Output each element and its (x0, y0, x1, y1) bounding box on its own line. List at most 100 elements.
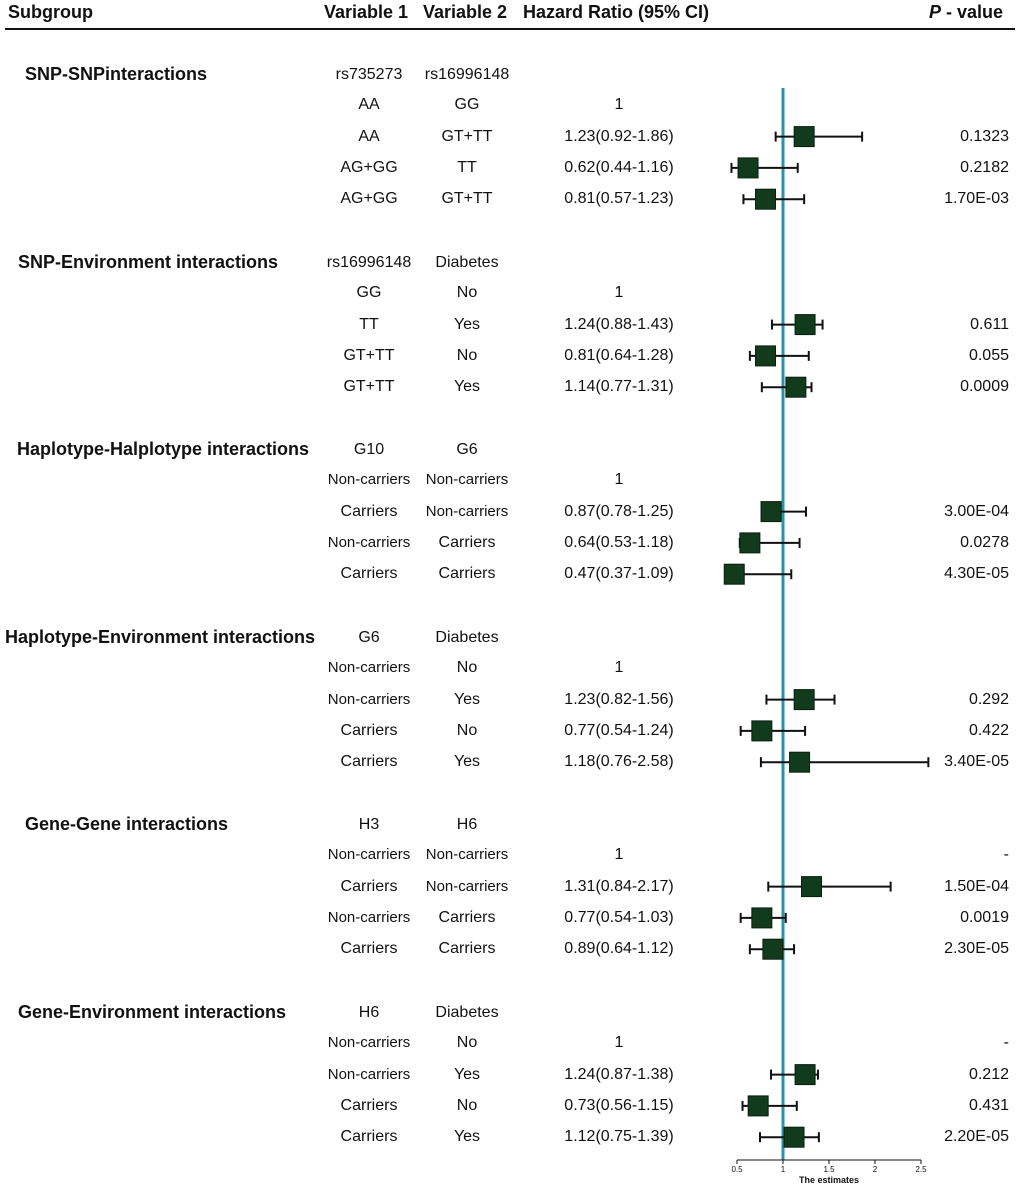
row-variable-1: TT (359, 315, 379, 333)
row-variable-2: Non-carriers (425, 877, 509, 895)
row-variable-2: Non-carriers (425, 502, 509, 520)
hr-marker (783, 1126, 805, 1148)
row-p-value: - (1003, 1034, 1009, 1052)
row-hazard-ratio: 0.62(0.44-1.16) (564, 158, 674, 176)
header-variable-1: Variable 1 (324, 2, 409, 22)
row-variable-1: Carriers (340, 721, 398, 739)
group-variable-2: Diabetes (435, 1004, 499, 1021)
x-tick-label: 2.5 (915, 1165, 927, 1174)
row-variable-1: Non-carriers (327, 690, 411, 708)
header-hazard-ratio: Hazard Ratio (95% CI) (523, 2, 710, 22)
row-variable-1: AG+GG (340, 158, 398, 176)
row-variable-2: No (456, 721, 478, 739)
row-variable-2: Carriers (438, 940, 496, 958)
hr-marker (794, 314, 816, 336)
row-variable-1: AA (358, 127, 380, 145)
row-p-value: 0.422 (968, 721, 1009, 739)
row-variable-2: GT+TT (441, 127, 493, 145)
row-hazard-ratio: 1 (614, 96, 624, 114)
row-variable-2: No (456, 1096, 478, 1114)
row-p-value: - (1003, 846, 1009, 864)
row-p-value: 3.40E-05 (944, 753, 1009, 771)
hr-marker (760, 501, 782, 523)
hr-marker (739, 532, 761, 554)
row-variable-1: Carriers (340, 1096, 398, 1114)
row-variable-1: Non-carriers (327, 659, 411, 677)
row-variable-2: Carriers (438, 533, 496, 551)
row-p-value: 0.431 (968, 1096, 1009, 1114)
row-variable-1: AA (358, 96, 380, 114)
x-axis-label: The estimates (799, 1175, 859, 1185)
row-hazard-ratio: 0.87(0.78-1.25) (564, 502, 674, 520)
row-variable-1: Non-carriers (327, 846, 411, 864)
row-variable-1: GT+TT (343, 378, 395, 396)
row-variable-1: Non-carriers (327, 471, 411, 489)
group-title: Gene-Gene interactions (25, 814, 229, 834)
row-variable-1: Carriers (340, 877, 398, 895)
header-p-letter: P (929, 2, 942, 22)
row-hazard-ratio: 0.73(0.56-1.15) (564, 1096, 674, 1114)
row-variable-1: Carriers (340, 940, 398, 958)
row-p-value: 0.0019 (960, 908, 1009, 926)
hr-marker (755, 345, 777, 367)
x-tick-label: 2 (873, 1165, 878, 1174)
row-variable-2: No (456, 346, 478, 364)
hr-marker (747, 1095, 769, 1117)
hr-marker (793, 689, 815, 711)
row-p-value: 0.2182 (960, 158, 1009, 176)
hr-marker (801, 876, 823, 898)
row-variable-1: Non-carriers (327, 908, 411, 926)
row-p-value: 0.055 (968, 346, 1009, 364)
row-hazard-ratio: 1 (614, 284, 624, 302)
row-variable-1: Carriers (340, 1128, 398, 1146)
hr-marker (762, 938, 784, 960)
row-p-value: 0.0278 (960, 533, 1009, 551)
header-variable-2: Variable 2 (423, 2, 508, 22)
row-p-value: 1.50E-04 (944, 877, 1009, 895)
row-variable-1: Non-carriers (327, 1034, 411, 1052)
row-variable-1: Carriers (340, 753, 398, 771)
group-variable-1: G6 (358, 629, 380, 646)
row-variable-2: GT+TT (441, 190, 493, 208)
group-variable-1: G10 (353, 441, 385, 458)
row-hazard-ratio: 1.31(0.84-2.17) (564, 877, 674, 895)
hr-marker (794, 1064, 816, 1086)
row-p-value: 0.212 (968, 1065, 1009, 1083)
row-variable-1: Carriers (340, 502, 398, 520)
group-title: SNP-SNPinteractions (25, 64, 208, 84)
row-hazard-ratio: 1.24(0.88-1.43) (564, 315, 674, 333)
row-hazard-ratio: 1.14(0.77-1.31) (564, 378, 674, 396)
row-p-value: 0.292 (968, 690, 1009, 708)
row-variable-2: Yes (453, 690, 481, 708)
row-hazard-ratio: 0.47(0.37-1.09) (564, 565, 674, 583)
row-variable-2: Yes (453, 1065, 481, 1083)
row-variable-1: Non-carriers (327, 1065, 411, 1083)
header-p-suffix: - value (941, 2, 1004, 22)
row-hazard-ratio: 0.89(0.64-1.12) (564, 940, 674, 958)
row-hazard-ratio: 0.81(0.64-1.28) (564, 346, 674, 364)
group-variable-1: rs16996148 (326, 254, 412, 271)
hr-marker (793, 126, 815, 148)
row-p-value: 2.30E-05 (944, 940, 1009, 958)
row-variable-2: TT (457, 158, 477, 176)
row-variable-2: No (456, 284, 478, 302)
row-p-value: 2.20E-05 (944, 1128, 1009, 1146)
group-variable-2: G6 (456, 441, 478, 458)
hr-marker (785, 376, 807, 398)
row-hazard-ratio: 1.18(0.76-2.58) (564, 753, 674, 771)
hr-marker (789, 751, 811, 773)
hr-marker (751, 720, 773, 742)
group-title: Haplotype-Environment interactions (5, 627, 316, 647)
row-variable-1: GT+TT (343, 346, 395, 364)
x-tick-label: 1 (781, 1165, 786, 1174)
hr-marker (737, 157, 759, 179)
group-title: Haplotype-Halplotype interactions (17, 439, 310, 459)
row-variable-1: Carriers (340, 565, 398, 583)
row-hazard-ratio: 0.81(0.57-1.23) (564, 190, 674, 208)
group-variable-1: H3 (358, 816, 380, 833)
row-hazard-ratio: 0.77(0.54-1.24) (564, 721, 674, 739)
group-variable-2: H6 (456, 816, 478, 833)
row-variable-1: GG (356, 284, 382, 302)
group-title: SNP-Environment interactions (18, 252, 279, 272)
row-hazard-ratio: 1 (614, 659, 624, 677)
